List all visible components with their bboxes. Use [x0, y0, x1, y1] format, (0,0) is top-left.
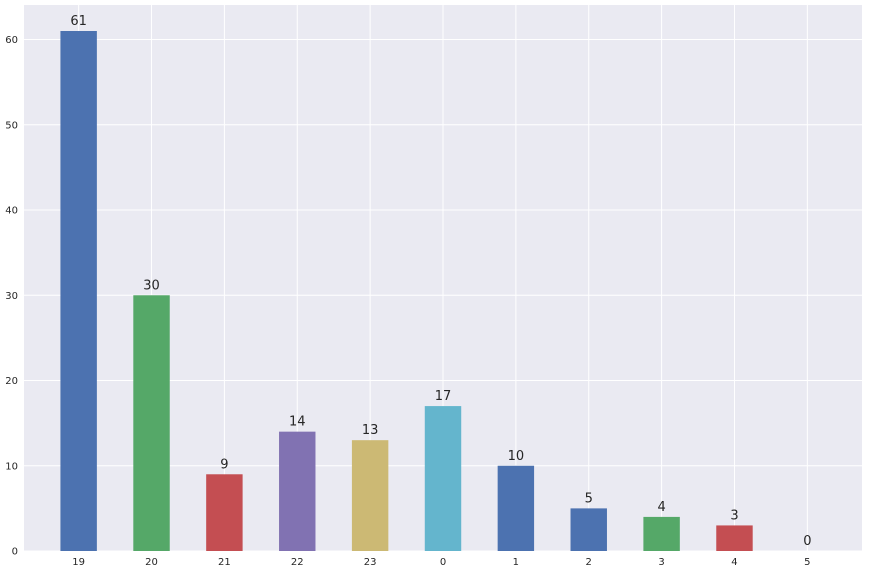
- bar-4: [716, 525, 753, 551]
- x-tick-label: 3: [658, 557, 664, 568]
- x-tick-label: 22: [291, 557, 304, 568]
- bar-19: [60, 31, 97, 551]
- bar-21: [206, 474, 243, 551]
- bar-23: [351, 440, 389, 551]
- x-tick-label: 2: [586, 557, 592, 568]
- y-tick-labels: 0 10 20 30 40 50 60: [5, 35, 18, 557]
- y-tick-label: 30: [5, 291, 18, 302]
- data-label-0: 17: [435, 389, 452, 404]
- y-tick-label: 40: [5, 206, 18, 217]
- x-tick-label: 4: [731, 557, 737, 568]
- bar-1: [497, 465, 535, 551]
- x-tick-label: 0: [440, 557, 446, 568]
- y-tick-label: 60: [5, 35, 18, 46]
- x-tick-label: 5: [804, 557, 810, 568]
- bar-0: [424, 406, 462, 551]
- x-tick-label: 23: [364, 557, 377, 568]
- y-tick-label: 50: [5, 120, 18, 131]
- bar-22: [279, 431, 316, 551]
- y-tick-label: 0: [12, 547, 18, 558]
- x-tick-label: 1: [513, 557, 519, 568]
- data-label-21: 9: [220, 457, 228, 472]
- data-label-3: 4: [657, 500, 665, 515]
- bars: [60, 31, 753, 551]
- bar-3: [643, 516, 680, 551]
- data-label-19: 61: [70, 14, 87, 29]
- x-tick-label: 21: [218, 557, 231, 568]
- data-label-1: 10: [508, 449, 525, 464]
- bar-2: [570, 508, 607, 551]
- data-label-5: 0: [803, 534, 811, 549]
- data-label-20: 30: [143, 278, 160, 293]
- y-tick-label: 20: [5, 376, 18, 387]
- x-tick-label: 20: [145, 557, 158, 568]
- data-label-4: 3: [730, 508, 738, 523]
- data-label-22: 14: [289, 415, 306, 430]
- bar-20: [133, 295, 170, 551]
- x-tick-label: 19: [72, 557, 85, 568]
- x-tick-labels: 19 20 21 22 23 0 1 2 3 4 5: [72, 557, 810, 568]
- data-label-2: 5: [585, 491, 593, 506]
- y-tick-label: 10: [5, 461, 18, 472]
- data-label-23: 13: [362, 423, 379, 438]
